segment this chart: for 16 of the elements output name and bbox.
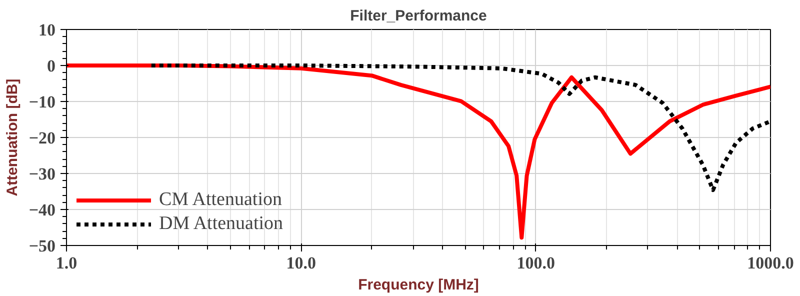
- chart-title: Filter_Performance: [350, 8, 487, 24]
- x-tick-label: 1.0: [56, 254, 78, 272]
- x-tick-label: 100.0: [516, 254, 555, 272]
- y-tick-label: 0: [47, 56, 56, 76]
- legend-label: CM Attenuation: [159, 189, 282, 211]
- y-tick-label: −50: [28, 236, 56, 256]
- y-tick-label: −10: [28, 92, 56, 112]
- x-tick-label: 1000.0: [747, 254, 794, 272]
- y-tick-label: 10: [38, 20, 56, 40]
- x-tick-label: 10.0: [286, 254, 316, 272]
- y-tick-label: −40: [28, 200, 56, 220]
- x-axis-title: Frequency [MHz]: [358, 276, 479, 294]
- y-tick-label: −30: [28, 164, 56, 184]
- y-tick-label: −20: [28, 128, 56, 148]
- legend-label: DM Attenuation: [159, 213, 284, 235]
- y-axis-title: Attenuation [dB]: [4, 78, 21, 196]
